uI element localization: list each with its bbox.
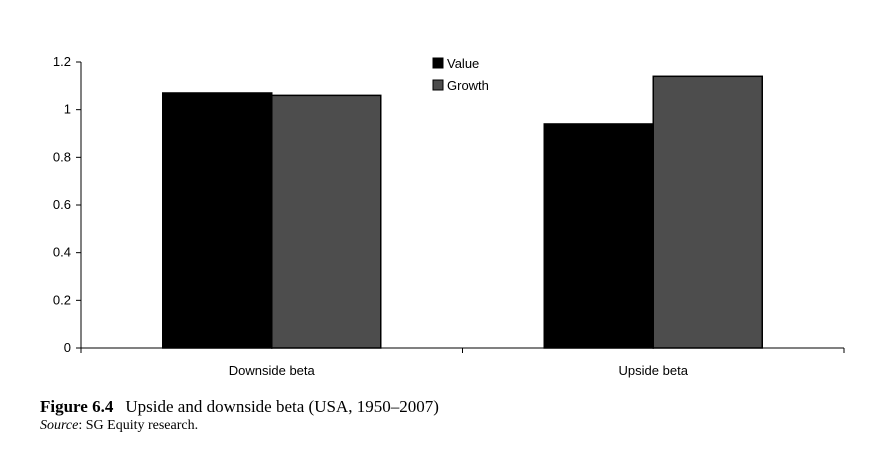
source-label: Source xyxy=(40,418,79,433)
bar-value-0 xyxy=(162,92,273,349)
caption-title-line: Figure 6.4 Upside and downside beta (USA,… xyxy=(40,397,439,417)
y-tick-label: 1 xyxy=(64,102,71,117)
figure-caption: Figure 6.4 Upside and downside beta (USA,… xyxy=(40,397,439,435)
y-tick-label: 0.4 xyxy=(53,245,71,260)
figure-title: Upside and downside beta (USA, 1950–2007… xyxy=(125,397,439,416)
legend-swatch-value xyxy=(432,57,444,69)
bar-chart: 0 0.2 0.4 0.6 0.8 1 1.2 Downside beta Upside bet… xyxy=(53,54,845,378)
bar-value-1 xyxy=(543,123,654,349)
category-label: Upside beta xyxy=(619,363,689,378)
y-tick-label: 0.2 xyxy=(53,292,71,307)
caption-source-line: Source: SG Equity research. xyxy=(40,417,439,435)
legend-swatch-growth xyxy=(432,79,444,91)
bar-growth-0 xyxy=(271,94,382,349)
source-text: : SG Equity research. xyxy=(78,418,199,433)
legend-label-growth: Growth xyxy=(447,78,489,93)
y-tick-label: 0.6 xyxy=(53,197,71,212)
y-tick-label: 0.8 xyxy=(53,149,71,164)
y-tick-label: 1.2 xyxy=(53,54,71,69)
category-label: Downside beta xyxy=(229,363,316,378)
legend-label-value: Value xyxy=(447,56,479,71)
figure-label: Figure 6.4 xyxy=(40,397,114,416)
bar-growth-1 xyxy=(652,75,763,349)
y-tick-label: 0 xyxy=(64,340,71,355)
